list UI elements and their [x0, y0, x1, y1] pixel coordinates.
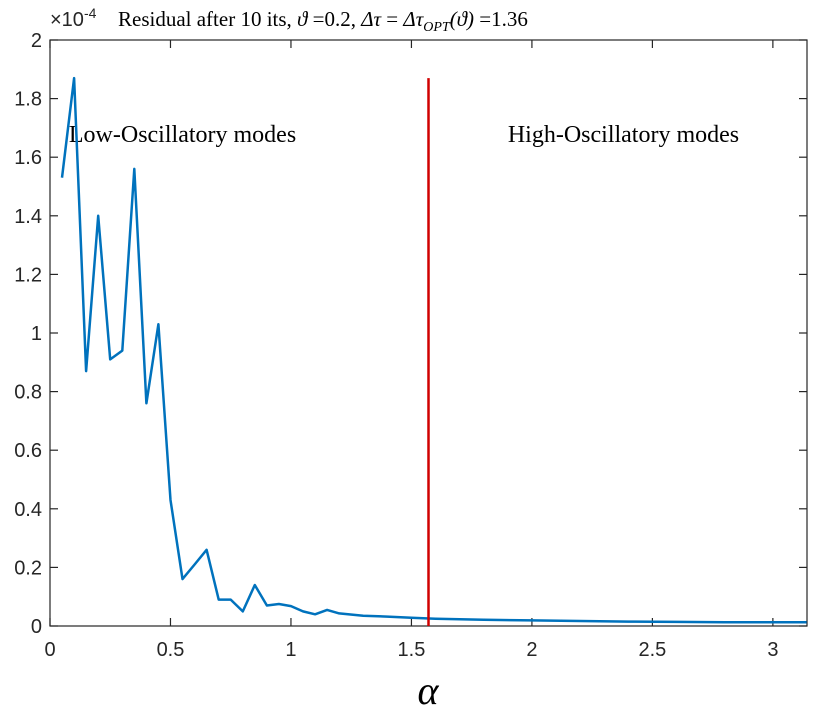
chart-title: Residual after 10 its, ϑ =0.2, Δτ = ΔτOP… [118, 7, 528, 35]
y-tick-label: 1.2 [14, 264, 42, 286]
y-tick-label: 0.8 [14, 382, 42, 404]
series-line-residual [60, 76, 807, 624]
x-axis: 0 0.5 1 1.5 2 2.5 3 [44, 40, 778, 661]
y-tick-label: 0.6 [14, 440, 42, 462]
y-tick-label: 1 [31, 323, 42, 345]
y-tick-label: 0.2 [14, 557, 42, 579]
annotation-high-oscillatory: High-Oscillatory modes [508, 122, 739, 148]
annotation-low-oscillatory: Low-Oscillatory modes [69, 122, 296, 148]
exponent-label: ×10-4 [50, 5, 97, 31]
x-tick-label: 2 [526, 639, 537, 661]
x-tick-label: 0.5 [157, 639, 185, 661]
y-tick-label: 1.8 [14, 89, 42, 111]
x-tick-label: 1.5 [398, 639, 426, 661]
y-tick-label: 1.4 [14, 206, 42, 228]
x-tick-label: 1 [285, 639, 296, 661]
x-tick-label: 2.5 [638, 639, 666, 661]
x-tick-label: 0 [44, 639, 55, 661]
y-tick-label: 2 [31, 30, 42, 52]
y-tick-label: 1.6 [14, 147, 42, 169]
x-axis-label: α [418, 668, 440, 713]
y-tick-label: 0.4 [14, 499, 42, 521]
y-tick-label: 0 [31, 616, 42, 638]
y-axis: 0 0.2 0.4 0.6 0.8 1 1.2 1.4 1.6 1.8 2 [14, 30, 807, 638]
x-tick-label: 3 [767, 639, 778, 661]
